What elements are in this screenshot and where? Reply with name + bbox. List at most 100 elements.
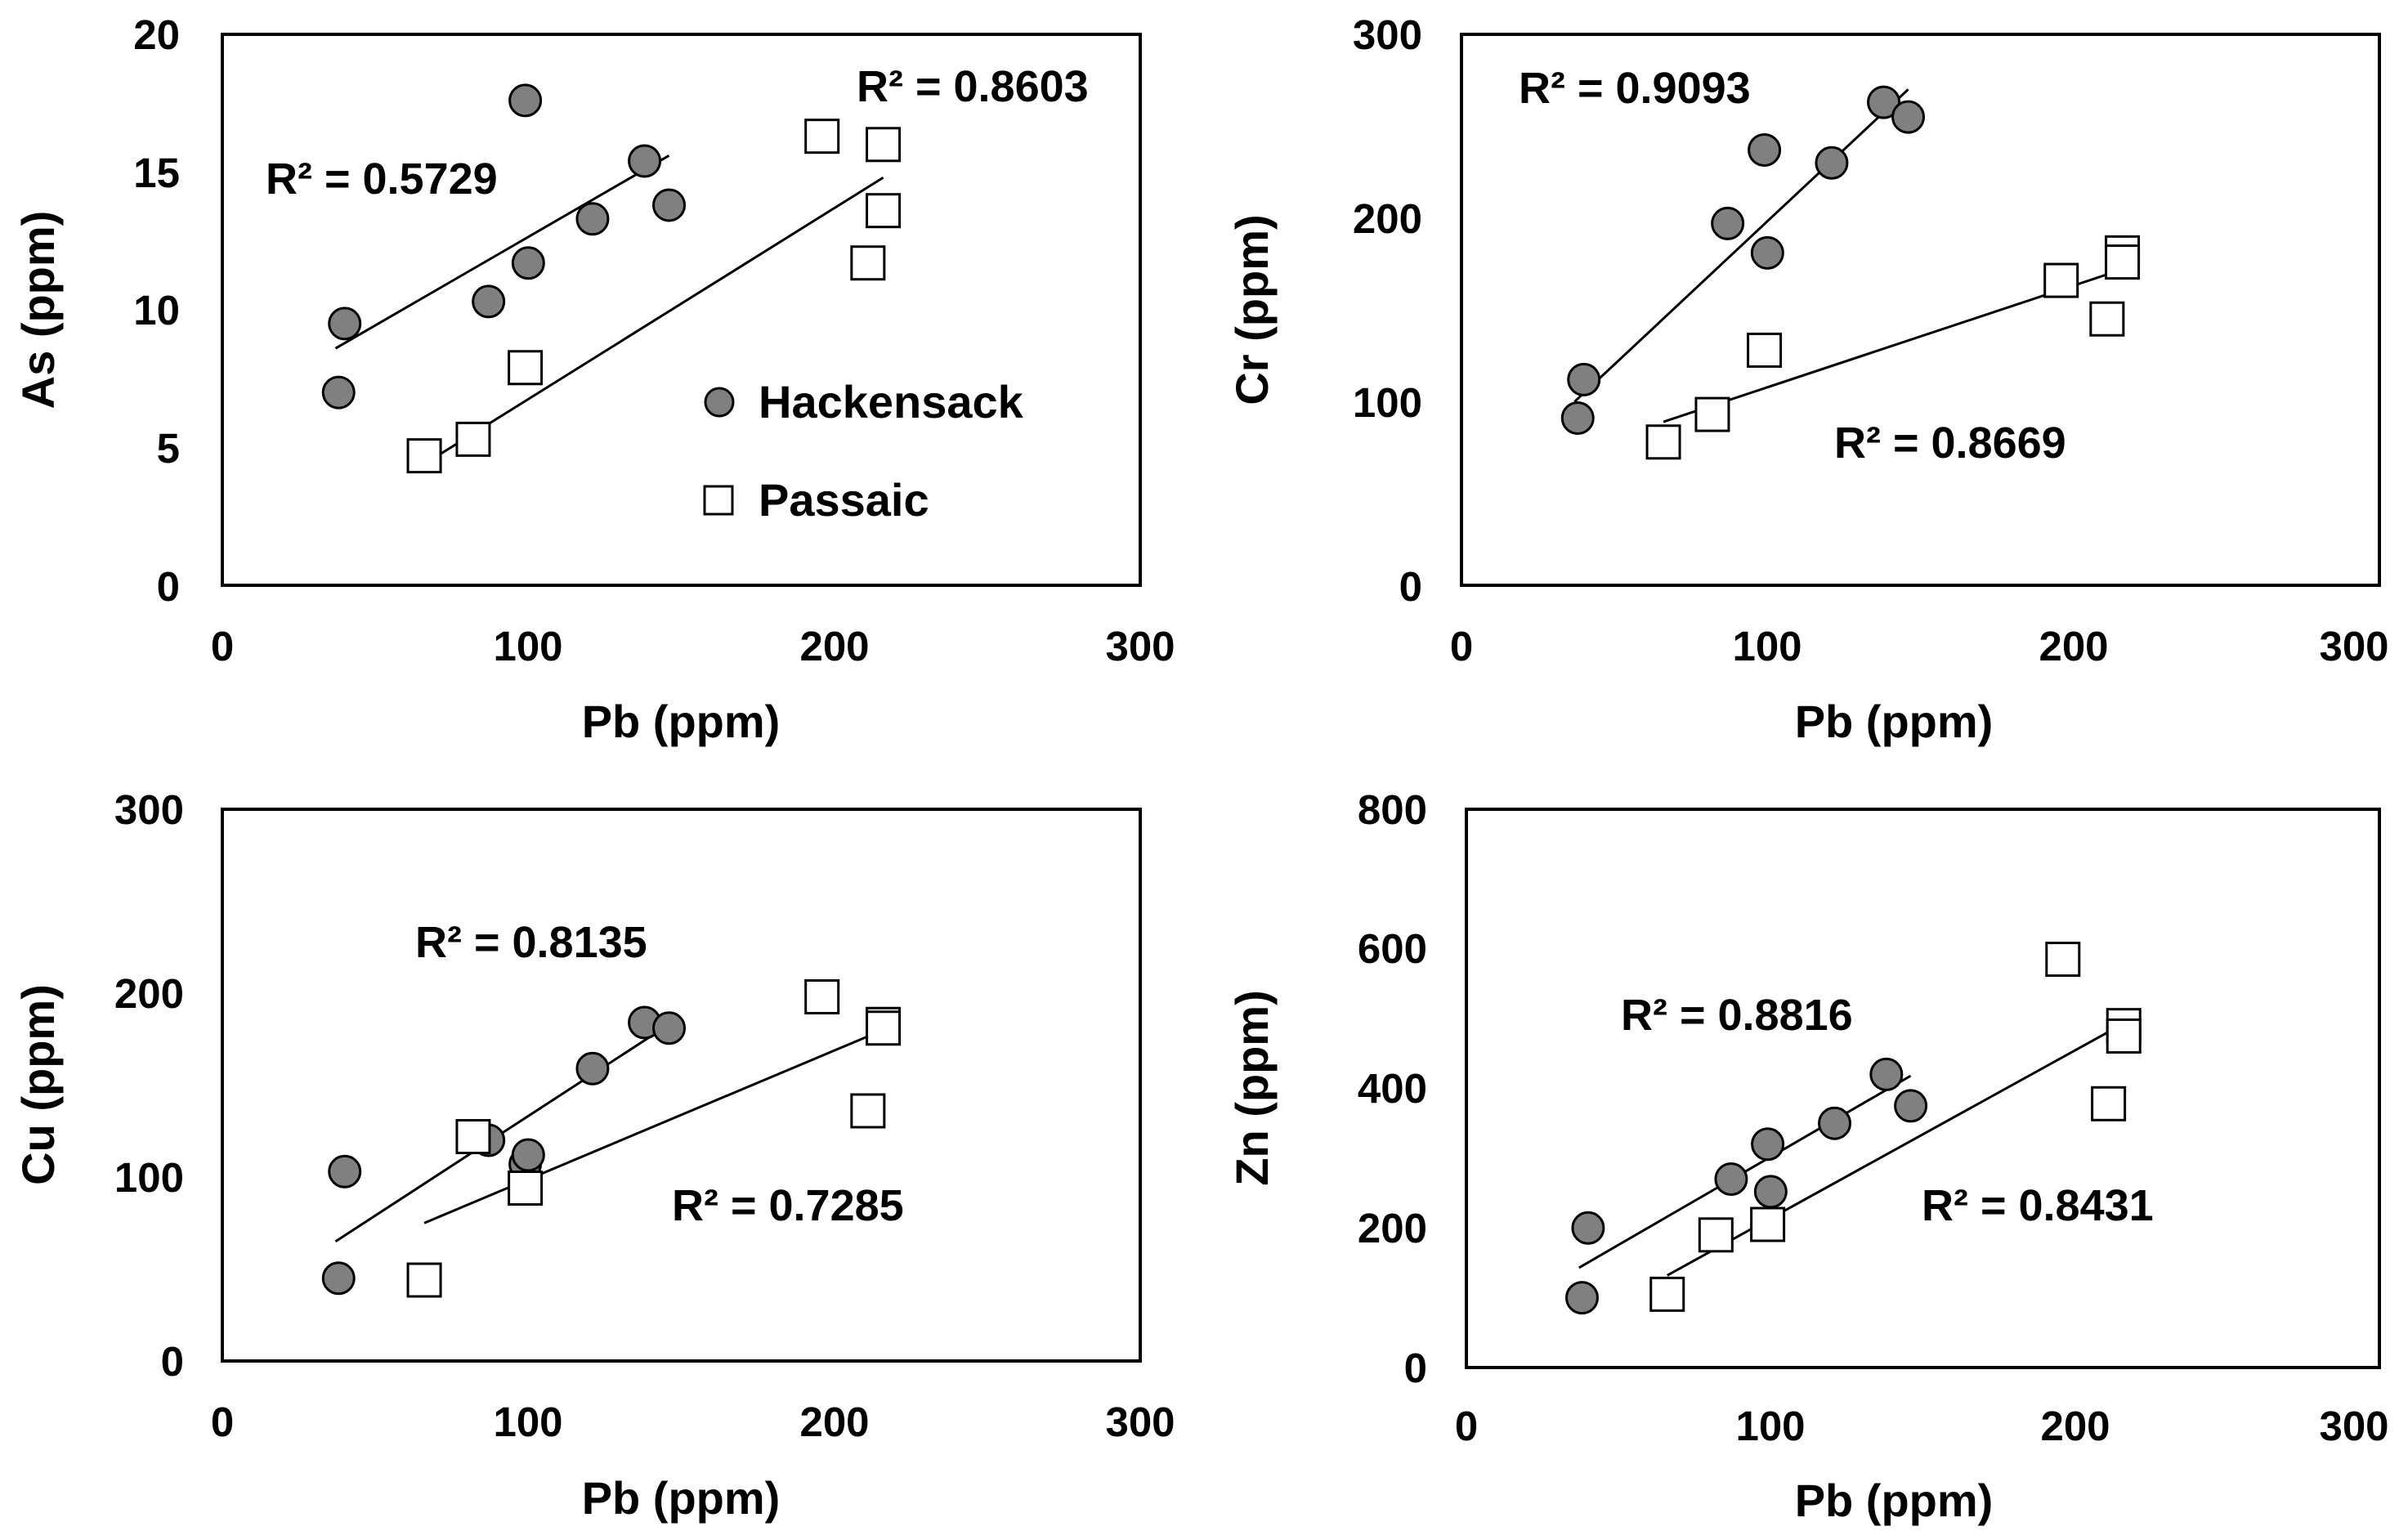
point-passaic-as-2: [508, 350, 544, 386]
point-hackensack-cr-7: [1891, 100, 1926, 134]
point-passaic-cr-3: [2043, 262, 2079, 298]
ylabel-zn: Zn (ppm): [1226, 990, 1278, 1185]
xlabel-cu: Pb (ppm): [582, 1472, 781, 1524]
r2-hackensack-as: R² = 0.5729: [266, 154, 498, 204]
point-passaic-cr-2: [1747, 332, 1783, 368]
ytick-cr-300: 300: [1353, 11, 1422, 58]
point-passaic-cu-2: [508, 1171, 544, 1206]
plot-area-cu: [221, 808, 1142, 1363]
point-hackensack-zn-3: [1751, 1127, 1785, 1162]
r2-passaic-zn: R² = 0.8431: [1922, 1181, 2154, 1230]
legend-passaic-label: Passaic: [759, 474, 929, 526]
ytick-zn-200: 200: [1358, 1205, 1427, 1251]
point-hackensack-cu-5: [575, 1051, 610, 1086]
xlabel-as: Pb (ppm): [582, 696, 781, 747]
point-hackensack-as-5: [575, 202, 610, 236]
point-hackensack-cr-4: [1750, 235, 1784, 270]
xtick-as-300: 300: [1105, 623, 1175, 669]
xtick-cr-300: 300: [2319, 623, 2388, 669]
point-hackensack-cu-7: [652, 1011, 687, 1045]
r2-hackensack-cu: R² = 0.8135: [415, 918, 647, 967]
xtick-as-0: 0: [211, 623, 234, 669]
point-passaic-cu-6: [866, 1010, 902, 1046]
ytick-cr-100: 100: [1353, 379, 1422, 426]
trendline-passaic-cu: [423, 1028, 884, 1224]
ytick-cu-200: 200: [114, 970, 184, 1017]
xlabel-cr: Pb (ppm): [1795, 696, 1994, 747]
point-hackensack-as-0: [321, 375, 356, 410]
ytick-cr-0: 0: [1399, 563, 1422, 610]
ytick-zn-800: 800: [1358, 786, 1427, 833]
xtick-cu-200: 200: [799, 1399, 869, 1445]
ytick-as-5: 5: [157, 425, 180, 472]
r2-passaic-cr: R² = 0.8669: [1834, 419, 2066, 468]
point-hackensack-zn-7: [1894, 1089, 1928, 1123]
xtick-cu-100: 100: [493, 1399, 562, 1445]
trendline-passaic-zn: [1667, 1022, 2124, 1277]
point-hackensack-as-1: [328, 307, 362, 341]
trend-lines-as: [334, 154, 884, 465]
point-passaic-as-1: [455, 421, 491, 457]
point-passaic-cu-3: [804, 979, 840, 1014]
ytick-cu-0: 0: [161, 1338, 184, 1385]
xlabel-zn: Pb (ppm): [1795, 1475, 1994, 1526]
point-hackensack-as-3: [508, 83, 543, 118]
r2-passaic-cu: R² = 0.7285: [672, 1181, 904, 1230]
xtick-zn-300: 300: [2319, 1403, 2388, 1449]
point-hackensack-cr-1: [1567, 362, 1601, 396]
panel-as: 20 15 10 5 0 0 100 200 300 Pb (ppm) As (…: [12, 11, 1175, 747]
markers-cr: [1560, 85, 2141, 460]
xtick-cu-0: 0: [211, 1399, 234, 1445]
point-hackensack-cr-3: [1748, 133, 1782, 168]
point-hackensack-cr-6: [1867, 85, 1901, 119]
r2-passaic-as: R² = 0.8603: [857, 62, 1089, 111]
point-hackensack-cr-0: [1560, 401, 1595, 436]
ylabel-as: As (ppm): [12, 211, 64, 410]
point-hackensack-as-4: [511, 246, 545, 280]
point-passaic-cr-1: [1694, 396, 1730, 432]
point-passaic-zn-3: [2045, 942, 2081, 978]
panel-cr: 300 200 100 0 0 100 200 300 Pb (ppm) Cr …: [1226, 11, 2389, 747]
point-hackensack-zn-1: [1571, 1211, 1605, 1245]
ytick-cr-200: 200: [1353, 195, 1422, 242]
legend-hackensack-marker: [704, 387, 735, 418]
ylabel-cu: Cu (ppm): [12, 984, 64, 1185]
xtick-as-100: 100: [493, 623, 562, 669]
ytick-zn-600: 600: [1358, 925, 1427, 972]
point-passaic-as-4: [850, 245, 886, 281]
point-passaic-cu-1: [455, 1119, 491, 1154]
point-hackensack-zn-4: [1753, 1175, 1788, 1209]
point-hackensack-as-7: [652, 188, 687, 222]
point-passaic-as-3: [804, 119, 840, 154]
markers-cu: [321, 979, 902, 1298]
markers-zn: [1564, 942, 2142, 1315]
point-passaic-cu-4: [850, 1093, 886, 1129]
ytick-as-20: 20: [133, 11, 180, 58]
point-passaic-as-0: [406, 438, 442, 474]
point-passaic-cr-6: [2105, 244, 2141, 280]
xtick-cu-300: 300: [1105, 1399, 1175, 1445]
point-hackensack-zn-5: [1818, 1106, 1852, 1140]
r2-hackensack-zn: R² = 0.8816: [1621, 991, 1853, 1040]
point-passaic-as-5: [866, 127, 902, 163]
plot-area-zn: [1465, 808, 2381, 1369]
legend-passaic-marker: [703, 485, 734, 516]
point-hackensack-zn-6: [1869, 1057, 1904, 1091]
xtick-zn-0: 0: [1455, 1403, 1478, 1449]
point-passaic-zn-6: [2106, 1018, 2142, 1054]
r2-hackensack-cr: R² = 0.9093: [1519, 64, 1751, 113]
ytick-as-0: 0: [157, 563, 180, 610]
ytick-cu-100: 100: [114, 1154, 184, 1201]
point-passaic-cr-4: [2089, 301, 2125, 337]
xtick-cr-200: 200: [2039, 623, 2108, 669]
point-passaic-cu-0: [406, 1262, 442, 1298]
point-passaic-zn-0: [1649, 1276, 1685, 1312]
ytick-zn-400: 400: [1358, 1065, 1427, 1112]
point-hackensack-zn-0: [1564, 1281, 1599, 1315]
xtick-zn-100: 100: [1735, 1403, 1805, 1449]
point-passaic-as-6: [866, 193, 902, 229]
xtick-as-200: 200: [799, 623, 869, 669]
xtick-cr-100: 100: [1732, 623, 1801, 669]
point-hackensack-zn-2: [1714, 1162, 1748, 1196]
